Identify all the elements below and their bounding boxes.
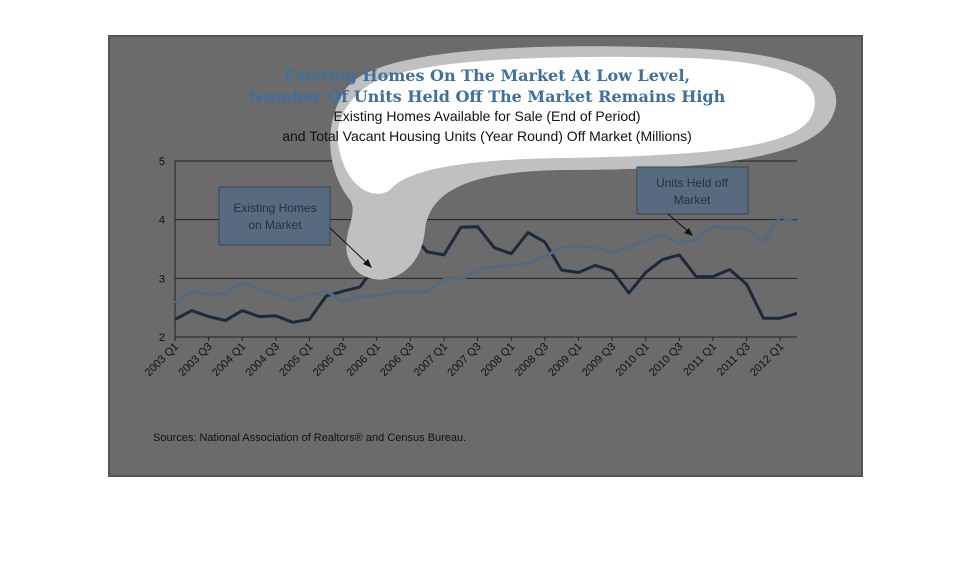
x-tick-label: 2004 Q1 [210,341,248,379]
x-tick-label: 2004 Q3 [244,341,282,379]
series-lines [174,215,798,324]
chart-subtitle-line1: Existing Homes Available for Sale (End o… [333,108,640,124]
x-tick-label: 2009 Q3 [580,341,618,379]
chart-title-line2: Number Of Units Held Off The Market Rema… [249,87,726,106]
x-tick-label: 2007 Q1 [412,341,450,379]
y-tick-label: 3 [159,273,165,285]
x-tick-label: 2007 Q3 [445,341,483,379]
highlight-blob-inner [337,56,815,194]
x-tick-label: 2005 Q3 [311,341,349,379]
source-note: Sources: National Association of Realtor… [153,432,466,444]
y-tick-label: 4 [159,215,165,227]
x-tick-label: 2011 Q1 [681,341,719,379]
callout-units-held-off-line2: Market [674,193,711,207]
y-tick-label: 5 [159,156,165,168]
x-tick-label: 2008 Q1 [479,341,517,379]
y-tick-label: 2 [159,332,165,344]
x-tick-label: 2006 Q3 [378,341,416,379]
x-tick-label: 2011 Q3 [715,341,753,379]
x-tick-label: 2008 Q3 [513,341,551,379]
x-tick-label: 2009 Q1 [546,341,584,379]
callout-units-held-off-line1: Units Held off [656,176,728,190]
callout-units-held-off: Units Held off Market [636,166,749,236]
series-line-units-held-off [174,215,798,305]
y-tick-labels: 2 3 4 5 [159,156,165,344]
chart-subtitle-line2: and Total Vacant Housing Units (Year Rou… [282,128,692,144]
callout-units-held-off-arrowhead [684,228,693,236]
chart-title-line1: Existing Homes On The Market At Low Leve… [284,66,690,85]
series-line-existing-homes [174,225,798,324]
callout-existing-homes-line2: on Market [248,218,302,232]
x-tick-label: 2003 Q1 [143,341,181,379]
callout-existing-homes-line1: Existing Homes [233,201,316,215]
x-tick-label: 2006 Q1 [345,341,383,379]
callout-existing-homes: Existing Homes on Market [218,186,372,268]
callout-units-held-off-arrow [667,213,691,234]
x-tick-label: 2010 Q1 [613,341,651,379]
x-tick-label: 2003 Q3 [176,341,214,379]
x-tick-label: 2012 Q1 [748,341,786,379]
callout-existing-homes-arrow [329,227,371,267]
x-tick-label: 2005 Q1 [277,341,315,379]
callout-existing-homes-arrowhead [363,259,372,268]
x-tick-label: 2010 Q3 [647,341,685,379]
